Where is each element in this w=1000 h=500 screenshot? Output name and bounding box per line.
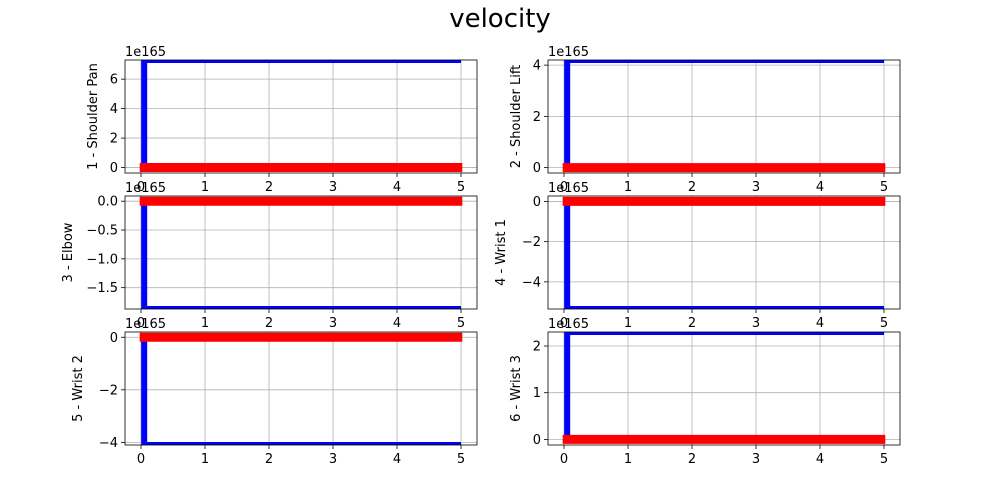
y-axis-label: 5 - Wrist 2: [71, 355, 86, 422]
axis-offset-text: 1e165: [548, 45, 589, 60]
x-tick-label: 3: [752, 316, 760, 331]
axis-offset-text: 1e165: [548, 181, 589, 196]
plot-area: [139, 196, 463, 309]
y-tick-label: 0: [533, 433, 541, 448]
y-tick-label: 0: [533, 161, 541, 176]
y-axis-label: 1 - Shoulder Pan: [86, 63, 101, 170]
x-tick-label: 5: [457, 180, 465, 195]
axis-offset-text: 1e165: [125, 317, 166, 332]
subplot-1: 0 1 2 3 4 5 0 2 4 6 1e165 1 - Shoulder Pan: [86, 45, 478, 195]
series-line-1: [564, 198, 884, 309]
x-tick-label: 3: [752, 452, 760, 467]
x-tick-label: 4: [393, 452, 401, 467]
series-line-1: [141, 334, 461, 445]
y-tick-label: −4: [99, 436, 118, 451]
y-tick-label: 0: [110, 161, 118, 176]
plot-area: [562, 332, 886, 444]
x-tick-label: 2: [265, 316, 273, 331]
series-line-1: [141, 198, 461, 309]
y-tick-label: −4: [522, 275, 541, 290]
x-tick-label: 5: [880, 316, 888, 331]
y-axis-label: 3 - Elbow: [61, 222, 76, 282]
x-tick-label: 0: [560, 316, 568, 331]
plot-area: [139, 60, 463, 172]
x-tick-label: 1: [201, 316, 209, 331]
axis-offset-text: 1e165: [548, 317, 589, 332]
y-tick-label: 0: [533, 195, 541, 210]
subplot-3: 0 1 2 3 4 5 0.0 −0.5 −1.0 −1.5 1e165 3 - Elbow: [61, 181, 478, 331]
x-tick-label: 2: [688, 452, 696, 467]
x-tick-label: 2: [688, 316, 696, 331]
axis-offset-text: 1e165: [125, 181, 166, 196]
y-tick-label: 4: [533, 59, 541, 74]
subplot-6: 0 1 2 3 4 5 0 1 2 1e165 6 - Wrist 3: [509, 317, 901, 467]
y-tick-label: 2: [110, 132, 118, 147]
y-tick-label: 0: [110, 331, 118, 346]
axes-frame: [547, 331, 901, 446]
y-tick-label: 2: [533, 110, 541, 125]
x-tick-label: 3: [329, 316, 337, 331]
y-tick-label: 1: [533, 386, 541, 401]
x-tick-label: 3: [752, 180, 760, 195]
y-tick-label: 2: [533, 340, 541, 355]
x-tick-label: 1: [624, 452, 632, 467]
x-tick-label: 0: [560, 180, 568, 195]
x-tick-label: 5: [880, 180, 888, 195]
axes-frame: [124, 331, 478, 446]
y-axis-label: 6 - Wrist 3: [509, 355, 524, 422]
y-tick-label: 4: [110, 102, 118, 117]
x-tick-label: 4: [816, 452, 824, 467]
y-tick-label: −0.5: [86, 224, 118, 239]
x-tick-label: 0: [560, 452, 568, 467]
x-tick-label: 5: [457, 452, 465, 467]
y-axis-label: 2 - Shoulder Lift: [509, 65, 524, 169]
x-tick-label: 3: [329, 452, 337, 467]
x-tick-label: 0: [137, 316, 145, 331]
x-tick-label: 2: [688, 180, 696, 195]
y-tick-label: 0.0: [97, 195, 118, 210]
x-tick-label: 0: [137, 452, 145, 467]
x-tick-label: 2: [265, 452, 273, 467]
subplot-2: 0 1 2 3 4 5 0 2 4 1e165 2 - Shoulder Lift: [509, 45, 901, 195]
x-tick-label: 5: [457, 316, 465, 331]
y-tick-label: −2: [99, 383, 118, 398]
x-tick-label: 1: [624, 180, 632, 195]
x-tick-label: 4: [816, 316, 824, 331]
x-tick-label: 1: [624, 316, 632, 331]
x-tick-label: 1: [201, 452, 209, 467]
axes-frame: [547, 195, 901, 310]
series-line-1: [564, 60, 884, 171]
y-tick-label: 6: [110, 73, 118, 88]
y-tick-label: −1.0: [86, 252, 118, 267]
x-tick-label: 0: [137, 180, 145, 195]
plot-area: [139, 332, 463, 445]
x-tick-label: 4: [393, 180, 401, 195]
series-line-1: [141, 60, 461, 171]
series-line-1: [564, 332, 884, 443]
figure-title: velocity: [449, 4, 551, 34]
axes-frame: [124, 59, 478, 174]
axes-frame: [124, 195, 478, 310]
x-tick-label: 4: [393, 316, 401, 331]
plot-area: [562, 196, 886, 309]
y-tick-label: −1.5: [86, 281, 118, 296]
x-tick-label: 2: [265, 180, 273, 195]
y-tick-label: −2: [522, 235, 541, 250]
x-tick-label: 3: [329, 180, 337, 195]
x-tick-label: 5: [880, 452, 888, 467]
y-axis-label: 4 - Wrist 1: [494, 219, 509, 286]
x-tick-label: 4: [816, 180, 824, 195]
subplot-5: 0 1 2 3 4 5 0 −2 −4 1e165 5 - Wrist 2: [71, 317, 478, 467]
x-tick-label: 1: [201, 180, 209, 195]
plot-area: [562, 60, 886, 173]
subplot-4: 0 1 2 3 4 5 0 −2 −4 1e165 4 - Wrist 1: [494, 181, 901, 331]
axis-offset-text: 1e165: [125, 45, 166, 60]
